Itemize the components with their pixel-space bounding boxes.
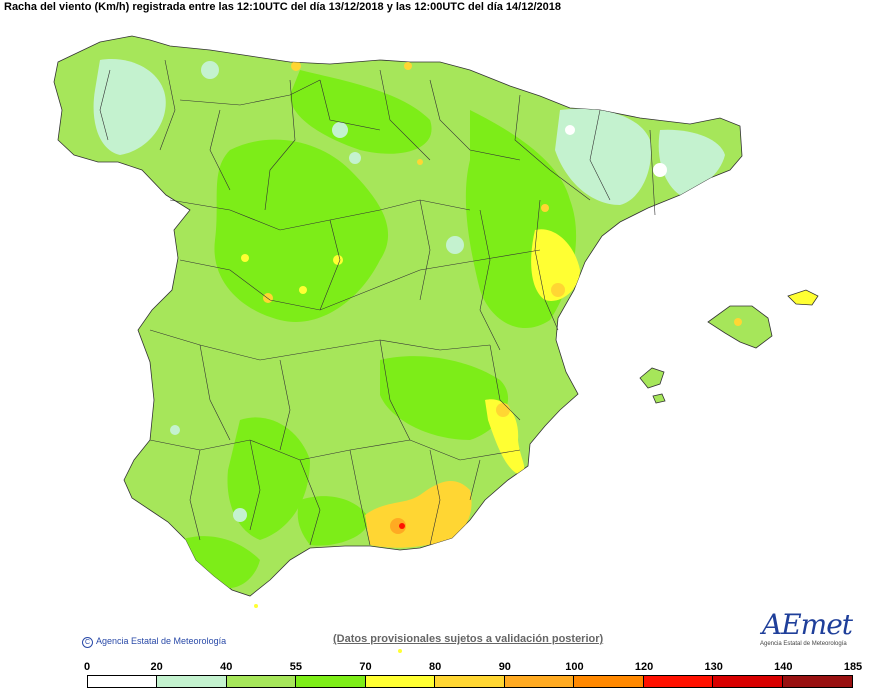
ceuta-marker	[254, 604, 258, 608]
zone-20-40-catalonia	[555, 108, 651, 205]
legend-swatch	[782, 676, 852, 687]
legend-break-label: 185	[843, 661, 863, 673]
logo-wordmark: AEmet	[762, 608, 853, 641]
zone-70-80-alicante	[485, 399, 525, 475]
wind-contours	[93, 59, 725, 589]
logo-subtitle: Agencia Estatal de Meteorología	[760, 641, 847, 647]
legend-break-label: 0	[83, 661, 91, 673]
legend-swatch	[643, 676, 714, 687]
zone-55-70-north	[290, 70, 432, 154]
legend-break-label: 130	[704, 661, 723, 673]
copyright-icon: C	[82, 637, 93, 648]
legend-swatch	[365, 676, 436, 687]
zone-20-40-galicia	[93, 59, 166, 155]
aemet-logo: AEmet Agencia Estatal de Meteorología	[760, 608, 853, 654]
legend-break-label: 40	[220, 661, 233, 673]
disclaimer-note: (Datos provisionales sujetos a validació…	[333, 633, 604, 645]
legend-swatch	[157, 676, 227, 687]
legend-swatch	[296, 676, 366, 687]
legend-swatch	[435, 676, 505, 687]
legend-swatch	[504, 676, 575, 687]
zone-55-70-southwest	[180, 536, 260, 589]
legend-break-label: 55	[289, 661, 303, 673]
formentera	[652, 393, 666, 404]
legend-swatch	[713, 676, 783, 687]
legend-break-label: 100	[565, 661, 584, 673]
color-legend-bar	[87, 675, 853, 688]
legend-swatch	[574, 676, 644, 687]
zone-55-70-malaga	[297, 496, 370, 546]
zone-80-90-almeria	[365, 480, 472, 548]
zone-55-70-south	[227, 417, 310, 540]
legend-break-label: 120	[634, 661, 654, 673]
legend-break-label: 70	[359, 661, 372, 673]
zone-55-70-southeast	[380, 356, 509, 440]
credit-text: Agencia Estatal de Meteorología	[96, 636, 227, 646]
ibiza	[639, 367, 665, 389]
copyright-credit: C Agencia Estatal de Meteorología	[82, 636, 226, 648]
map-title: Racha del viento (Km/h) registrada entre…	[4, 1, 561, 13]
legend-break-label: 90	[498, 661, 511, 673]
zone-20-40-girona	[658, 129, 725, 195]
peak-gust-point	[399, 523, 405, 529]
legend-break-label: 140	[774, 661, 793, 673]
legend-swatch	[88, 676, 158, 687]
legend-break-label: 20	[150, 661, 163, 673]
province-borders	[99, 59, 656, 546]
menorca	[787, 289, 819, 306]
legend-swatch	[226, 676, 297, 687]
legend-break-label: 80	[429, 661, 442, 673]
zone-70-80-valencia	[531, 229, 580, 301]
mallorca	[707, 305, 773, 349]
melilla-marker	[398, 649, 402, 653]
zone-55-70-center	[214, 139, 389, 322]
